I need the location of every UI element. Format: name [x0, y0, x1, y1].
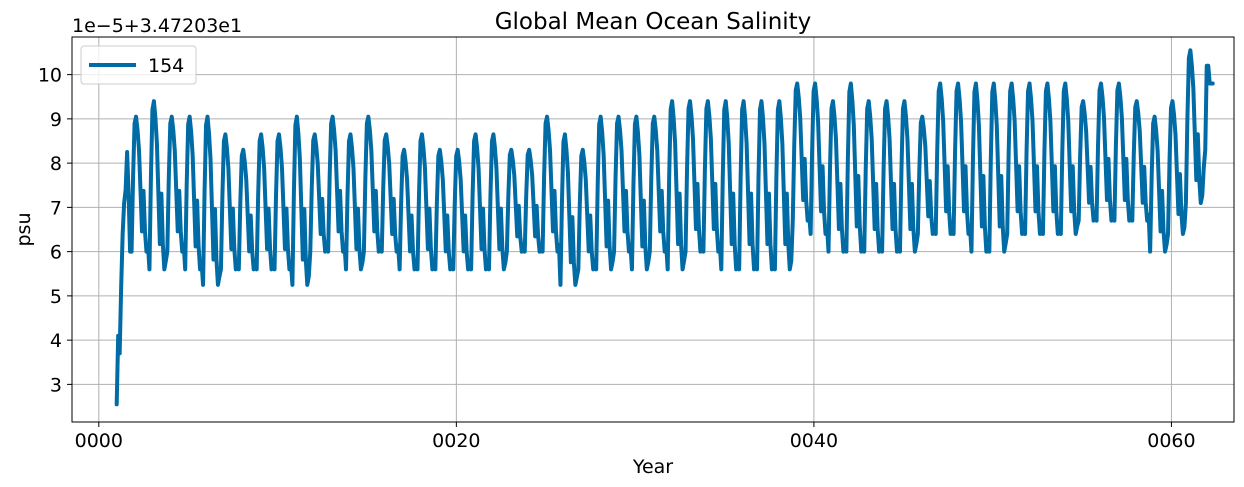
y-tick-label: 10	[38, 65, 62, 87]
y-tick-label: 3	[50, 374, 62, 396]
series-lines	[114, 48, 1215, 407]
axis-ticks: 0000 0020 0040 0060 3 4 5 6 7 8 9 10	[38, 65, 1196, 452]
x-tick-label: 0040	[790, 430, 838, 452]
legend: 154	[80, 45, 197, 85]
y-axis-label: psu	[13, 212, 35, 246]
x-axis-label: Year	[632, 456, 673, 478]
y-tick-label: 9	[50, 109, 62, 131]
x-tick-label: 0000	[75, 430, 123, 452]
chart-title: Global Mean Ocean Salinity	[495, 9, 812, 35]
y-axis-offset-label: 1e−5+3.47203e1	[72, 15, 242, 37]
y-tick-label: 8	[50, 153, 62, 175]
y-tick-label: 6	[50, 242, 62, 264]
legend-box	[80, 45, 197, 85]
legend-entry-label: 154	[148, 55, 184, 77]
y-tick-label: 7	[50, 197, 62, 219]
y-tick-label: 4	[50, 330, 62, 352]
x-tick-label: 0060	[1147, 430, 1195, 452]
series-line-154	[114, 48, 1215, 407]
plot-frame	[71, 36, 1235, 423]
x-tick-label: 0020	[432, 430, 480, 452]
y-tick-label: 5	[50, 286, 62, 308]
